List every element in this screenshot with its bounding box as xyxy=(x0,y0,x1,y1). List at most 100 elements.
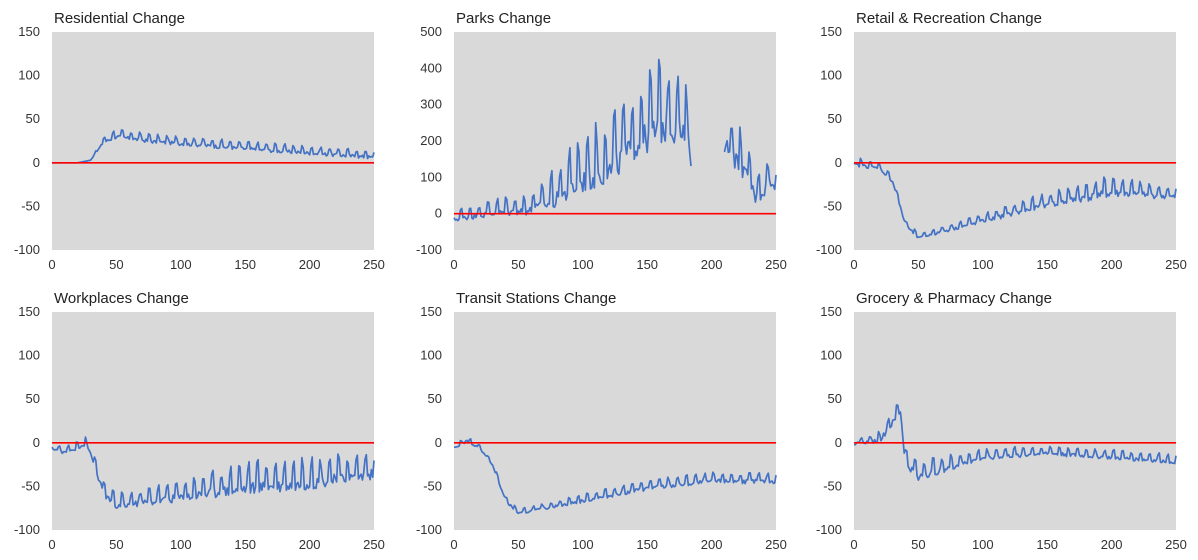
y-tick-label: 100 xyxy=(420,169,442,184)
x-tick-label: 50 xyxy=(511,537,525,552)
x-tick-label: 50 xyxy=(511,257,525,272)
y-tick-label: 200 xyxy=(420,133,442,148)
chart-svg: Retail & Recreation Change -100 -50 0 50 100 1… xyxy=(816,10,1187,272)
chart-title: Transit Stations Change xyxy=(456,290,616,307)
x-tick-label: 100 xyxy=(170,537,192,552)
y-tick-label: 0 xyxy=(835,435,842,450)
y-tick-label: -100 xyxy=(416,522,442,537)
x-tick-label: 100 xyxy=(170,257,192,272)
y-tick-label: -50 xyxy=(823,478,842,493)
y-tick-label: 100 xyxy=(820,68,842,83)
chart-svg: Residential Change -100 -50 0 50 100 150 0 50 100… xyxy=(14,10,385,272)
y-tick-label: -100 xyxy=(816,522,842,537)
x-tick-label: 150 xyxy=(636,257,658,272)
y-tick-label: 50 xyxy=(26,391,40,406)
series-line xyxy=(51,436,375,509)
series-line xyxy=(853,404,1177,481)
x-tick-label: 100 xyxy=(972,537,994,552)
x-tick-label: 50 xyxy=(911,257,925,272)
x-tick-label: 150 xyxy=(1036,257,1058,272)
x-tick-label: 250 xyxy=(363,537,385,552)
chart-panel: Parks Change -100 0 100 200 300 400 500 0 50 100 15… xyxy=(404,4,796,280)
x-tick-label: 200 xyxy=(1101,257,1123,272)
x-tick-label: 100 xyxy=(972,257,994,272)
plot-area xyxy=(454,312,776,530)
x-tick-label: 200 xyxy=(1101,537,1123,552)
y-tick-label: 0 xyxy=(435,435,442,450)
x-tick-label: 50 xyxy=(109,537,123,552)
x-tick-label: 250 xyxy=(1165,537,1187,552)
x-tick-label: 100 xyxy=(572,537,594,552)
y-tick-label: 100 xyxy=(18,348,40,363)
chart-svg: Grocery & Pharmacy Change -100 -50 0 50 100 15… xyxy=(816,290,1187,552)
chart-panel: Residential Change -100 -50 0 50 100 150 0 50 100… xyxy=(2,4,394,280)
x-tick-label: 150 xyxy=(1036,537,1058,552)
y-tick-label: 50 xyxy=(26,111,40,126)
y-tick-label: 150 xyxy=(18,304,40,319)
y-tick-label: 100 xyxy=(18,68,40,83)
x-tick-label: 250 xyxy=(765,537,787,552)
series-line xyxy=(52,129,375,164)
series-line xyxy=(453,58,777,222)
x-tick-label: 0 xyxy=(850,257,857,272)
y-tick-label: -100 xyxy=(416,242,442,257)
x-tick-label: 200 xyxy=(299,257,321,272)
x-tick-label: 250 xyxy=(765,257,787,272)
y-tick-label: -50 xyxy=(21,478,40,493)
y-tick-label: 150 xyxy=(820,304,842,319)
chart-panel: Grocery & Pharmacy Change -100 -50 0 50 100 15… xyxy=(804,284,1196,560)
y-tick-label: 150 xyxy=(18,24,40,39)
x-tick-label: 100 xyxy=(572,257,594,272)
y-tick-label: 150 xyxy=(820,24,842,39)
chart-svg: Workplaces Change -100 -50 0 50 100 150 0 50 100 1… xyxy=(14,290,385,552)
x-tick-label: 0 xyxy=(48,537,55,552)
y-tick-label: 0 xyxy=(33,155,40,170)
chart-title: Parks Change xyxy=(456,10,551,27)
x-tick-label: 0 xyxy=(850,537,857,552)
chart-panel: Transit Stations Change -100 -50 0 50 100 150 0… xyxy=(404,284,796,560)
chart-panel: Workplaces Change -100 -50 0 50 100 150 0 50 100 1… xyxy=(2,284,394,560)
y-tick-label: 100 xyxy=(820,348,842,363)
series-line xyxy=(454,438,777,515)
x-tick-label: 50 xyxy=(109,257,123,272)
y-tick-label: 300 xyxy=(420,97,442,112)
x-tick-label: 150 xyxy=(636,537,658,552)
x-tick-label: 200 xyxy=(701,537,723,552)
plot-area xyxy=(854,312,1176,530)
x-tick-label: 150 xyxy=(234,537,256,552)
y-tick-label: -50 xyxy=(823,198,842,213)
x-tick-label: 200 xyxy=(701,257,723,272)
y-tick-label: 0 xyxy=(435,206,442,221)
y-tick-label: 500 xyxy=(420,24,442,39)
x-tick-label: 0 xyxy=(450,257,457,272)
y-tick-label: 50 xyxy=(828,111,842,126)
x-tick-label: 200 xyxy=(299,537,321,552)
chart-title: Residential Change xyxy=(54,10,185,27)
y-tick-label: 0 xyxy=(835,155,842,170)
x-tick-label: 150 xyxy=(234,257,256,272)
series-line xyxy=(853,157,1177,239)
chart-svg: Transit Stations Change -100 -50 0 50 100 150 0… xyxy=(416,290,787,552)
plot-area xyxy=(854,32,1176,250)
chart-title: Retail & Recreation Change xyxy=(856,10,1042,27)
y-tick-label: -100 xyxy=(14,242,40,257)
y-tick-label: 50 xyxy=(828,391,842,406)
plot-area xyxy=(52,312,374,530)
x-tick-label: 0 xyxy=(450,537,457,552)
chart-svg: Parks Change -100 0 100 200 300 400 500 0 50 100 15… xyxy=(416,10,787,272)
x-tick-label: 50 xyxy=(911,537,925,552)
y-tick-label: 50 xyxy=(428,391,442,406)
y-tick-label: -50 xyxy=(423,478,442,493)
chart-title: Grocery & Pharmacy Change xyxy=(856,290,1052,307)
chart-panel: Retail & Recreation Change -100 -50 0 50 100 1… xyxy=(804,4,1196,280)
y-tick-label: 0 xyxy=(33,435,40,450)
x-tick-label: 0 xyxy=(48,257,55,272)
y-tick-label: 100 xyxy=(420,348,442,363)
y-tick-label: -50 xyxy=(21,198,40,213)
y-tick-label: 150 xyxy=(420,304,442,319)
x-tick-label: 250 xyxy=(1165,257,1187,272)
y-tick-label: -100 xyxy=(816,242,842,257)
y-tick-label: 400 xyxy=(420,60,442,75)
y-tick-label: -100 xyxy=(14,522,40,537)
